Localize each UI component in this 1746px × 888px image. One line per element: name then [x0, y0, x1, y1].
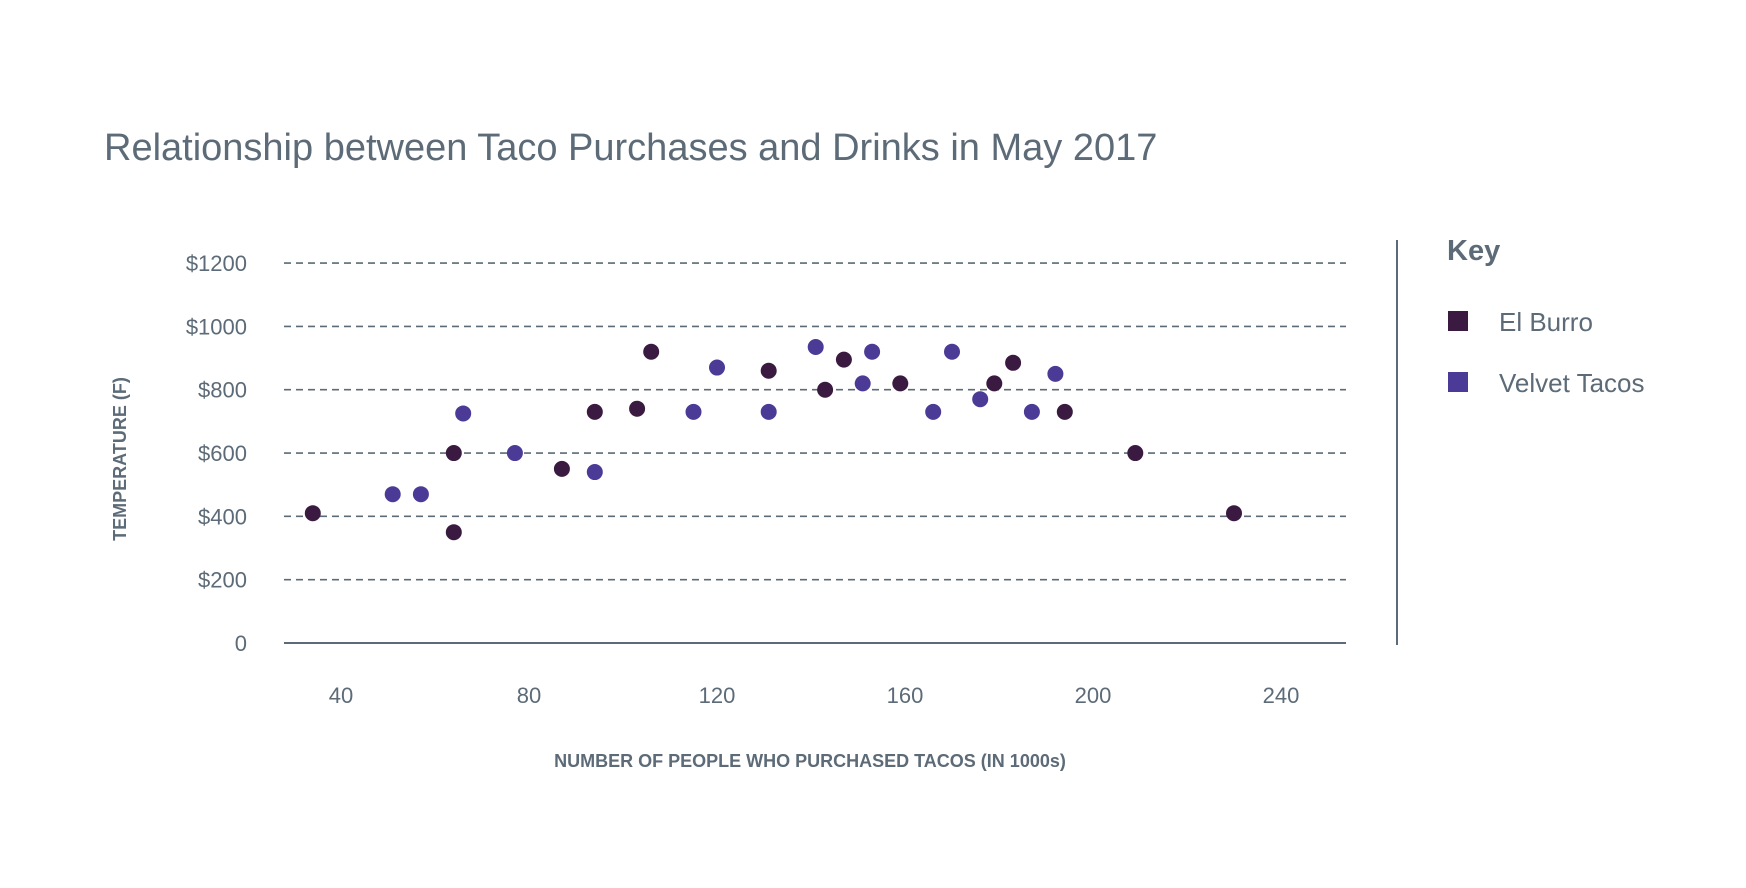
velvet-tacos-point: [972, 391, 989, 408]
el-burro-point: [892, 375, 909, 392]
x-axis-title: NUMBER OF PEOPLE WHO PURCHASED TACOS (IN…: [554, 751, 1066, 771]
y-tick-label: 0: [235, 631, 247, 656]
y-tick-label: $1200: [186, 251, 247, 276]
velvet-tacos-point: [586, 464, 603, 481]
el-burro-point: [586, 403, 603, 420]
velvet-tacos-point: [864, 343, 881, 360]
el-burro-point: [1226, 505, 1242, 522]
x-tick-label: 120: [699, 683, 736, 708]
data-points: [304, 338, 1242, 541]
chart-title: Relationship between Taco Purchases and …: [104, 127, 1157, 169]
velvet-tacos-point: [925, 403, 942, 420]
y-tick-label: $800: [198, 378, 247, 403]
velvet-tacos-point: [1047, 365, 1064, 382]
velvet-tacos-point: [944, 343, 960, 360]
legend-title: Key: [1447, 235, 1500, 267]
legend-swatch-el-burro: [1448, 311, 1468, 331]
x-tick-label: 80: [517, 683, 541, 708]
y-axis-title: TEMPERATURE (F): [110, 377, 130, 541]
el-burro-point: [835, 351, 852, 368]
velvet-tacos-point: [455, 405, 472, 422]
legend: Key El Burro Velvet Tacos: [1447, 235, 1645, 398]
y-axis-ticks: 0 $200 $400 $600 $800 $1000 $1200: [186, 251, 247, 656]
velvet-tacos-point: [506, 445, 523, 462]
x-tick-label: 160: [887, 683, 924, 708]
el-burro-point: [445, 445, 462, 462]
velvet-tacos-point: [709, 359, 725, 376]
el-burro-point: [445, 524, 462, 541]
grid-lines: [284, 262, 1346, 581]
el-burro-point: [1127, 445, 1144, 462]
x-tick-label: 240: [1263, 683, 1300, 708]
velvet-tacos-point: [807, 338, 824, 355]
el-burro-point: [760, 362, 777, 379]
el-burro-point: [986, 375, 1003, 392]
velvet-tacos-point: [384, 486, 401, 503]
el-burro-point: [629, 400, 646, 417]
el-burro-point: [643, 343, 660, 360]
x-tick-label: 200: [1075, 683, 1112, 708]
y-tick-label: $1000: [186, 314, 247, 339]
legend-label-velvet-tacos: Velvet Tacos: [1499, 368, 1645, 398]
x-axis-ticks: 40 80 120 160 200 240: [329, 683, 1300, 708]
el-burro-point: [553, 460, 570, 477]
legend-swatch-velvet-tacos: [1448, 372, 1468, 392]
velvet-tacos-point: [1023, 403, 1040, 420]
y-tick-label: $600: [198, 441, 247, 466]
velvet-tacos-point: [412, 486, 429, 503]
x-tick-label: 40: [329, 683, 353, 708]
legend-label-el-burro: El Burro: [1499, 307, 1593, 337]
y-tick-label: $200: [198, 568, 247, 593]
y-tick-label: $400: [198, 504, 247, 529]
el-burro-point: [1005, 354, 1022, 371]
el-burro-point: [1056, 403, 1073, 420]
el-burro-point: [304, 505, 321, 522]
velvet-tacos-point: [685, 403, 702, 420]
velvet-tacos-point: [760, 403, 777, 420]
el-burro-point: [817, 381, 834, 398]
velvet-tacos-point: [854, 375, 871, 392]
